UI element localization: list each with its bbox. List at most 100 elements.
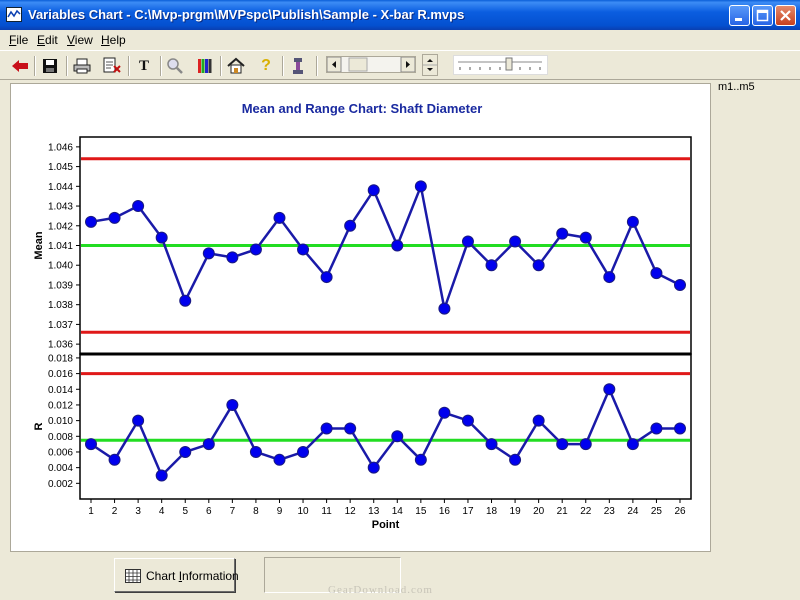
x-tick-label: 5 xyxy=(182,506,188,517)
mean-point xyxy=(85,215,97,228)
print-preview-icon[interactable] xyxy=(100,55,124,77)
menu-help[interactable]: Help xyxy=(101,33,126,47)
mean-point xyxy=(297,243,310,256)
mean-point xyxy=(132,200,145,213)
mean-point xyxy=(674,278,686,291)
x-tick-label: 14 xyxy=(392,506,404,517)
mean-point xyxy=(414,180,427,193)
range-point xyxy=(532,414,545,427)
x-tick-label: 3 xyxy=(135,506,141,517)
x-tick-label: 11 xyxy=(321,506,332,517)
x-tick-label: 20 xyxy=(533,506,545,517)
range-series-line xyxy=(90,388,680,477)
app-icon xyxy=(6,7,22,22)
range-ytick-label: 0.016 xyxy=(48,369,73,380)
title-bar: Variables Chart - C:\Mvp-prgm\MVPspc\Pub… xyxy=(0,0,800,30)
close-button[interactable] xyxy=(775,5,796,26)
range-point xyxy=(132,414,145,427)
range-plot-frame xyxy=(79,353,692,500)
range-point xyxy=(579,438,592,451)
range-point xyxy=(438,406,451,419)
x-tick-label: 19 xyxy=(510,506,522,517)
scroll-slider[interactable] xyxy=(326,56,416,73)
chart-panel: Mean and Range Chart: Shaft Diameter 1.03… xyxy=(10,83,711,552)
range-axis-label: R xyxy=(33,422,45,430)
menu-edit[interactable]: Edit xyxy=(37,33,58,47)
spin-button[interactable] xyxy=(422,54,438,76)
mean-point xyxy=(626,215,639,228)
range-ytick-label: 0.010 xyxy=(48,416,73,427)
mean-point xyxy=(155,231,168,244)
menu-view[interactable]: View xyxy=(67,33,93,47)
mean-ytick-label: 1.044 xyxy=(48,182,73,193)
mean-point xyxy=(179,294,192,307)
x-tick-label: 9 xyxy=(277,506,283,517)
range-point xyxy=(85,438,97,451)
x-tick-label: 21 xyxy=(557,506,569,517)
range-ytick-label: 0.006 xyxy=(48,447,73,458)
zoom-icon[interactable] xyxy=(163,55,187,77)
home-icon[interactable] xyxy=(224,55,248,77)
range-point xyxy=(674,422,686,435)
range-point xyxy=(414,453,427,466)
status-box xyxy=(264,557,401,593)
x-tick-label: 1 xyxy=(88,506,94,517)
mean-ytick-label: 1.041 xyxy=(48,241,73,252)
mean-point xyxy=(438,302,451,315)
x-tick-label: 23 xyxy=(604,506,616,517)
print-icon[interactable] xyxy=(70,55,94,77)
x-tick-label: 12 xyxy=(345,506,357,517)
range-point xyxy=(603,383,616,396)
window-title: Variables Chart - C:\Mvp-prgm\MVPspc\Pub… xyxy=(28,7,465,22)
menu-bar: File Edit View Help xyxy=(0,30,800,50)
track-slider[interactable] xyxy=(453,55,548,75)
mean-point xyxy=(249,243,262,256)
range-ytick-label: 0.014 xyxy=(48,385,73,396)
range-ytick-label: 0.018 xyxy=(48,353,73,364)
range-ytick-label: 0.002 xyxy=(48,479,73,490)
range-point xyxy=(461,414,474,427)
mean-ytick-label: 1.038 xyxy=(48,300,73,311)
range-point xyxy=(155,469,168,482)
range-point xyxy=(391,430,404,443)
help-icon[interactable]: ? xyxy=(261,57,271,74)
mean-ytick-label: 1.040 xyxy=(48,261,73,272)
mean-point xyxy=(532,259,545,272)
maximize-button[interactable] xyxy=(752,5,773,26)
series-label: m1..m5 xyxy=(718,81,755,93)
range-point xyxy=(108,453,121,466)
mean-range-chart: Mean and Range Chart: Shaft Diameter 1.03… xyxy=(33,101,692,531)
range-point xyxy=(226,398,239,411)
range-point xyxy=(626,438,639,451)
range-point xyxy=(320,422,333,435)
tool-icon[interactable] xyxy=(286,55,310,77)
series-panel: m1..m5 xyxy=(714,81,800,552)
mean-point xyxy=(108,211,121,224)
back-arrow-icon[interactable] xyxy=(8,55,32,77)
mean-ytick-label: 1.043 xyxy=(48,202,73,213)
x-tick-label: 17 xyxy=(462,506,474,517)
color-bars-icon[interactable] xyxy=(193,55,217,77)
x-tick-label: 26 xyxy=(674,506,686,517)
range-point xyxy=(367,461,380,474)
text-icon[interactable]: T xyxy=(138,57,149,74)
mean-point xyxy=(603,271,616,284)
x-tick-label: 13 xyxy=(368,506,380,517)
range-point xyxy=(179,445,192,458)
range-ytick-label: 0.008 xyxy=(48,432,73,443)
save-icon[interactable] xyxy=(38,55,62,77)
x-tick-label: 10 xyxy=(297,506,309,517)
mean-point xyxy=(579,231,592,244)
grid-icon xyxy=(125,569,141,583)
x-tick-label: 8 xyxy=(253,506,259,517)
x-tick-label: 24 xyxy=(627,506,639,517)
range-ytick-label: 0.012 xyxy=(48,400,73,411)
x-axis-label: Point xyxy=(372,519,400,531)
mean-point xyxy=(650,267,663,280)
minimize-button[interactable] xyxy=(729,5,750,26)
menu-file[interactable]: File xyxy=(9,33,29,47)
chart-information-button[interactable]: Chart Information xyxy=(114,558,239,592)
range-point xyxy=(344,422,357,435)
range-point xyxy=(650,422,663,435)
watermark: GearDownload.com xyxy=(328,584,433,596)
